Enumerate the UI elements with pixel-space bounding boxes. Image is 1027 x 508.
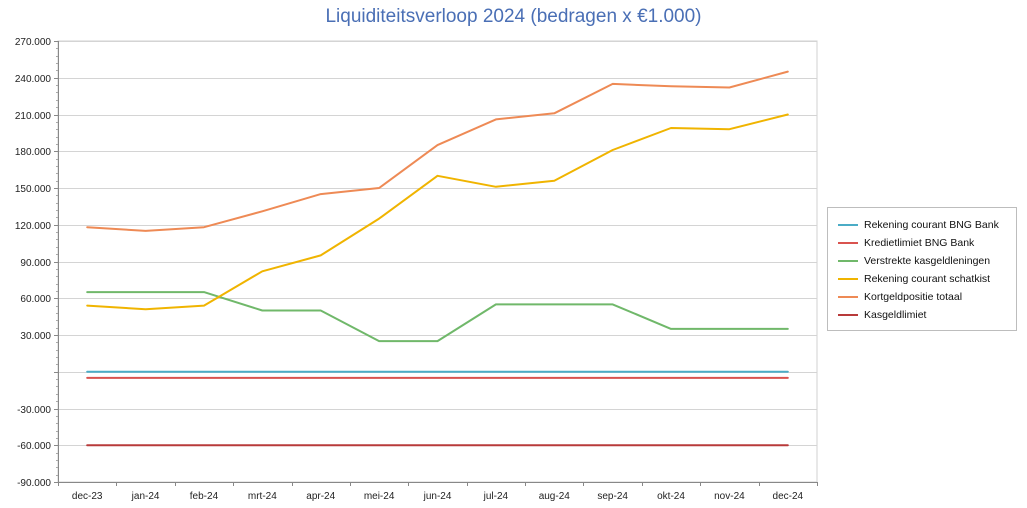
series-line-3: [86, 113, 789, 311]
legend-swatch: [838, 242, 858, 244]
legend-item: Verstrekte kasgeldleningen: [828, 252, 1016, 270]
x-tick-label: jan-24: [131, 491, 160, 502]
legend-item: Kredietlimiet BNG Bank: [828, 234, 1016, 252]
chart-title: Liquiditeitsverloop 2024 (bedragen x €1.…: [325, 6, 702, 27]
x-tick-label: mei-24: [364, 491, 395, 502]
legend-swatch: [838, 314, 858, 316]
legend-swatch: [838, 260, 858, 262]
x-tick-label: feb-24: [190, 491, 219, 502]
y-tick-label: 210.000: [15, 111, 52, 122]
legend-item: Kortgeldpositie totaal: [828, 288, 1016, 306]
series-line-2: [86, 291, 789, 343]
y-tick-label: 270.000: [15, 37, 52, 48]
x-tick-label: nov-24: [714, 491, 745, 502]
y-tick-label: -30.000: [17, 405, 51, 416]
legend-swatch: [838, 224, 858, 226]
x-tick-label: dec-23: [72, 491, 103, 502]
y-tick-label: -90.000: [17, 478, 51, 489]
y-tick-label: 30.000: [20, 331, 51, 342]
legend-label: Kortgeldpositie totaal: [864, 291, 963, 303]
y-tick-label: -60.000: [17, 441, 51, 452]
legend-swatch: [838, 296, 858, 298]
x-tick-label: dec-24: [773, 491, 804, 502]
y-tick-label: 150.000: [15, 184, 52, 195]
legend: Rekening courant BNG Bank Kredietlimiet B…: [827, 207, 1017, 331]
legend-swatch: [838, 278, 858, 280]
y-tick-label: 240.000: [15, 74, 52, 85]
x-tick-label: okt-24: [657, 491, 685, 502]
series-lines: [86, 70, 789, 447]
y-tick-label: 90.000: [20, 258, 51, 269]
x-tick-label: apr-24: [306, 491, 335, 502]
x-tick-label: mrt-24: [248, 491, 277, 502]
legend-label: Kredietlimiet BNG Bank: [864, 237, 975, 249]
legend-item: Kasgeldlimiet: [828, 306, 1016, 324]
legend-item: Rekening courant BNG Bank: [828, 216, 1016, 234]
axes: [54, 41, 818, 486]
x-tick-label: aug-24: [539, 491, 571, 502]
legend-label: Rekening courant schatkist: [864, 273, 991, 285]
legend-item: Rekening courant schatkist: [828, 270, 1016, 288]
legend-label: Kasgeldlimiet: [864, 309, 927, 321]
y-tick-label: 180.000: [15, 147, 52, 158]
series-line-4: [86, 70, 789, 232]
legend-label: Rekening courant BNG Bank: [864, 219, 999, 231]
tick-labels: 270.000 240.000 210.000 180.000 150.000 120.0…: [15, 37, 804, 502]
y-tick-label: 120.000: [15, 221, 52, 232]
x-tick-label: sep-24: [597, 491, 628, 502]
y-tick-label: 60.000: [20, 294, 51, 305]
x-tick-label: jul-24: [483, 491, 509, 502]
legend-label: Verstrekte kasgeldleningen: [864, 255, 991, 267]
gridlines: [57, 40, 818, 483]
x-tick-label: jun-24: [423, 491, 452, 502]
plot-area-border: [57, 40, 818, 483]
